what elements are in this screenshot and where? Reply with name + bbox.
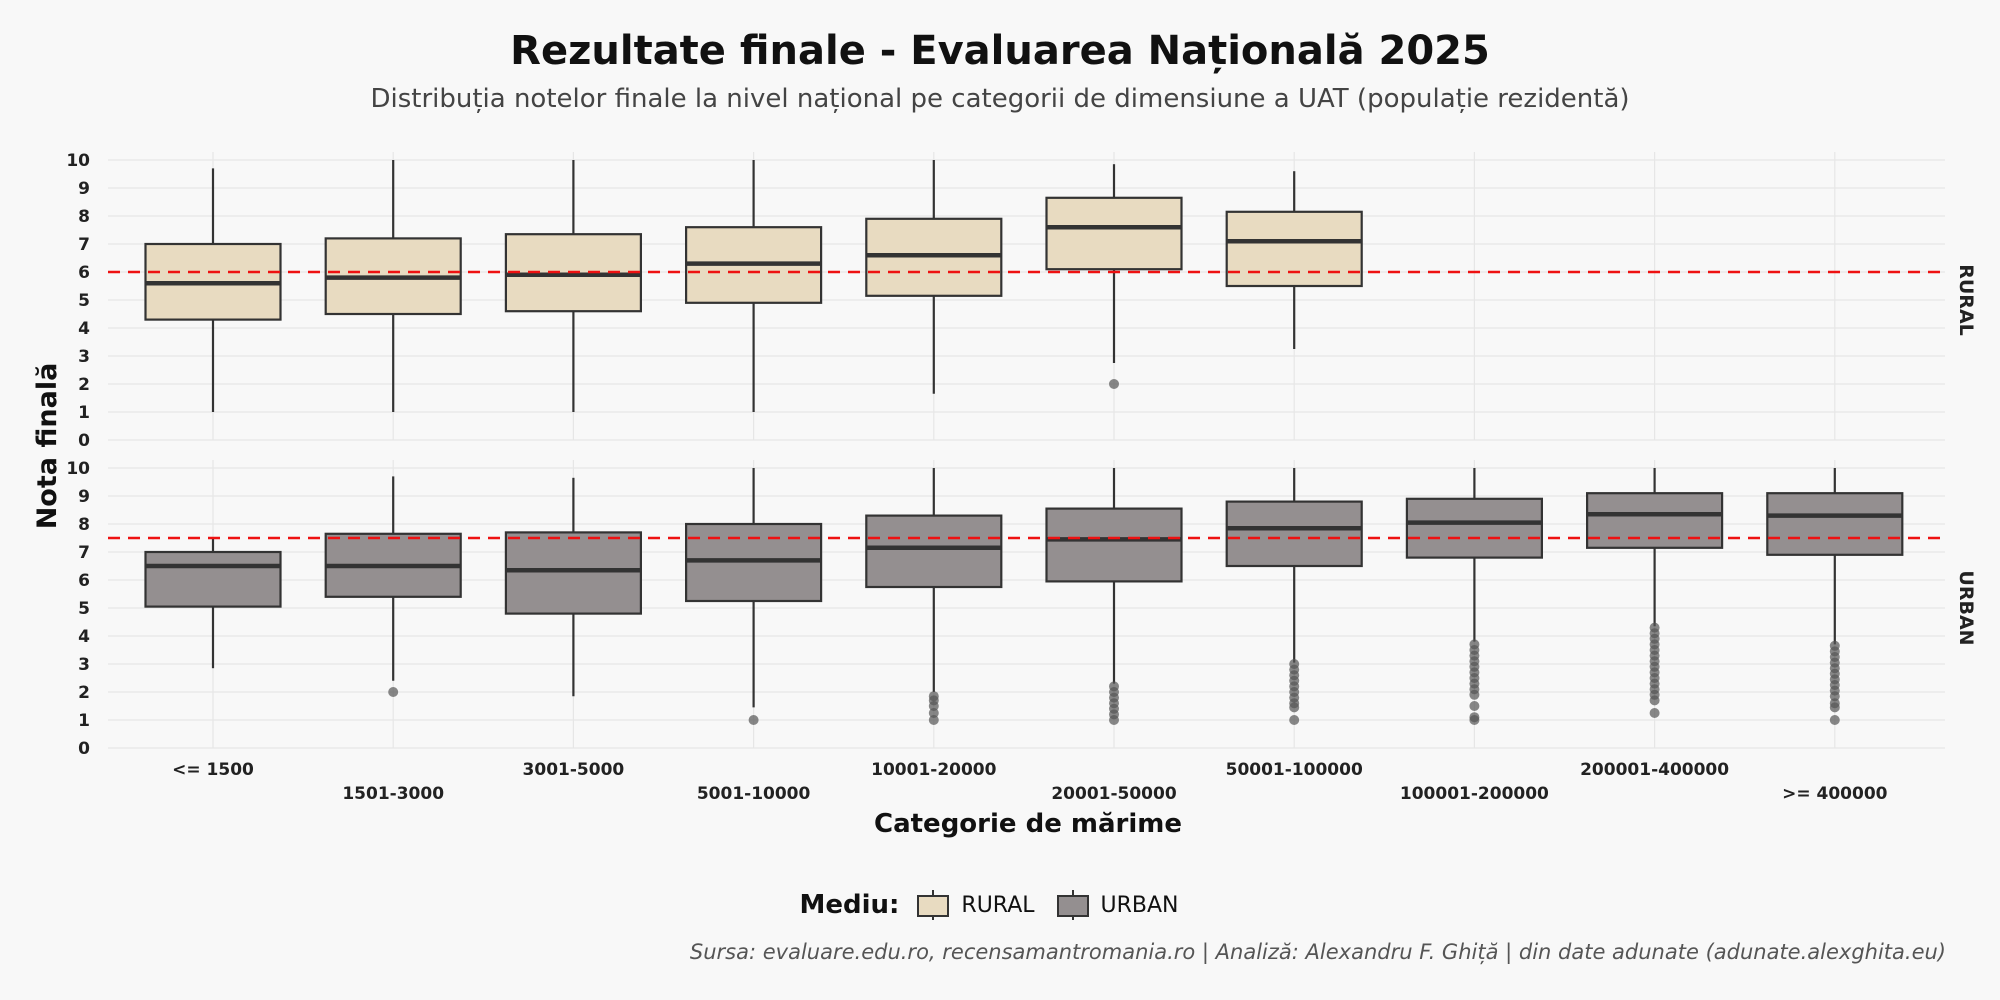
legend-title: Mediu: <box>799 890 900 920</box>
box-urban <box>504 531 642 615</box>
chart-title: Rezultate finale - Evaluarea Națională 2… <box>510 28 1490 74</box>
facet-label-urban: URBAN <box>1955 570 1977 645</box>
y-tick-label: 10 <box>66 459 90 479</box>
y-tick-label: 4 <box>78 627 90 647</box>
y-tick-label: 2 <box>78 375 90 395</box>
x-tick-label: 5001-10000 <box>697 784 811 804</box>
x-tick-label: 200001-400000 <box>1580 760 1729 780</box>
x-tick-label: 100001-200000 <box>1400 784 1549 804</box>
y-tick-label: 8 <box>78 207 90 227</box>
legend-key-rural <box>917 890 950 920</box>
x-tick-label: 50001-100000 <box>1226 760 1363 780</box>
outlier-point <box>928 715 939 725</box>
y-tick-label: 3 <box>78 655 90 675</box>
box-urban <box>1405 497 1544 559</box>
outlier-point <box>1109 715 1119 725</box>
y-tick-label: 6 <box>78 571 90 591</box>
legend-item-rural: RURAL <box>917 890 1035 920</box>
legend-label-rural: RURAL <box>961 892 1035 918</box>
x-tick-label: 3001-5000 <box>523 760 625 780</box>
outlier-point <box>388 687 399 697</box>
y-tick-label: 0 <box>78 739 90 759</box>
chart-subtitle: Distribuția notelor finale la nivel nați… <box>370 84 1630 114</box>
y-tick-label: 5 <box>78 599 90 619</box>
y-tick-label: 3 <box>78 347 90 367</box>
legend-key-urban <box>1056 890 1089 920</box>
box-urban <box>1045 507 1183 583</box>
y-tick-label: 5 <box>78 291 90 311</box>
y-tick-label: 10 <box>66 151 90 171</box>
outlier-point <box>928 708 939 718</box>
x-tick-label: 1501-3000 <box>342 784 444 804</box>
outlier-point <box>1469 701 1480 711</box>
y-tick-label: 8 <box>78 515 90 535</box>
box-urban <box>1585 492 1724 549</box>
y-tick-label: 9 <box>78 179 90 199</box>
x-tick-label: 20001-50000 <box>1051 784 1177 804</box>
legend-label-urban: URBAN <box>1100 892 1179 918</box>
y-tick-label: 7 <box>78 543 90 563</box>
x-tick-label: 10001-20000 <box>871 760 997 780</box>
x-axis-label: Categorie de mărime <box>874 809 1182 839</box>
outlier-point <box>1109 379 1119 389</box>
y-tick-label: 7 <box>78 235 90 255</box>
box-urban <box>1225 500 1363 568</box>
legend: Mediu: RURAL URBAN <box>0 890 2000 920</box>
outlier-point <box>1829 691 1840 702</box>
x-tick-label: <= 1500 <box>172 760 254 780</box>
outlier-point <box>1829 715 1840 725</box>
box-urban <box>1766 492 1904 556</box>
outlier-point <box>1469 715 1480 725</box>
y-tick-label: 4 <box>78 319 90 339</box>
outlier-point <box>748 715 759 725</box>
box-rural <box>1045 196 1183 271</box>
y-tick-label: 2 <box>78 683 90 703</box>
outlier-point <box>1469 689 1480 700</box>
y-tick-label: 9 <box>78 487 90 507</box>
outlier-point <box>1289 715 1300 725</box>
outlier-point <box>1649 695 1660 706</box>
y-tick-label: 1 <box>78 711 90 731</box>
outlier-point <box>1289 702 1300 713</box>
facet-label-rural: RURAL <box>1955 264 1977 336</box>
box-rural <box>1225 210 1363 288</box>
y-tick-label: 6 <box>78 263 90 283</box>
outlier-point <box>1829 702 1840 713</box>
x-tick-label: >= 400000 <box>1782 784 1888 804</box>
y-tick-label: 0 <box>78 431 90 451</box>
outlier-point <box>928 701 939 711</box>
box-urban <box>865 514 1003 589</box>
outlier-point <box>1649 708 1660 718</box>
legend-item-urban: URBAN <box>1056 890 1179 920</box>
box-urban <box>144 550 282 608</box>
y-axis-label: Nota finală <box>32 363 63 530</box>
y-tick-label: 1 <box>78 403 90 423</box>
source-caption: Sursa: evaluare.edu.ro, recensamantroman… <box>689 940 1946 964</box>
